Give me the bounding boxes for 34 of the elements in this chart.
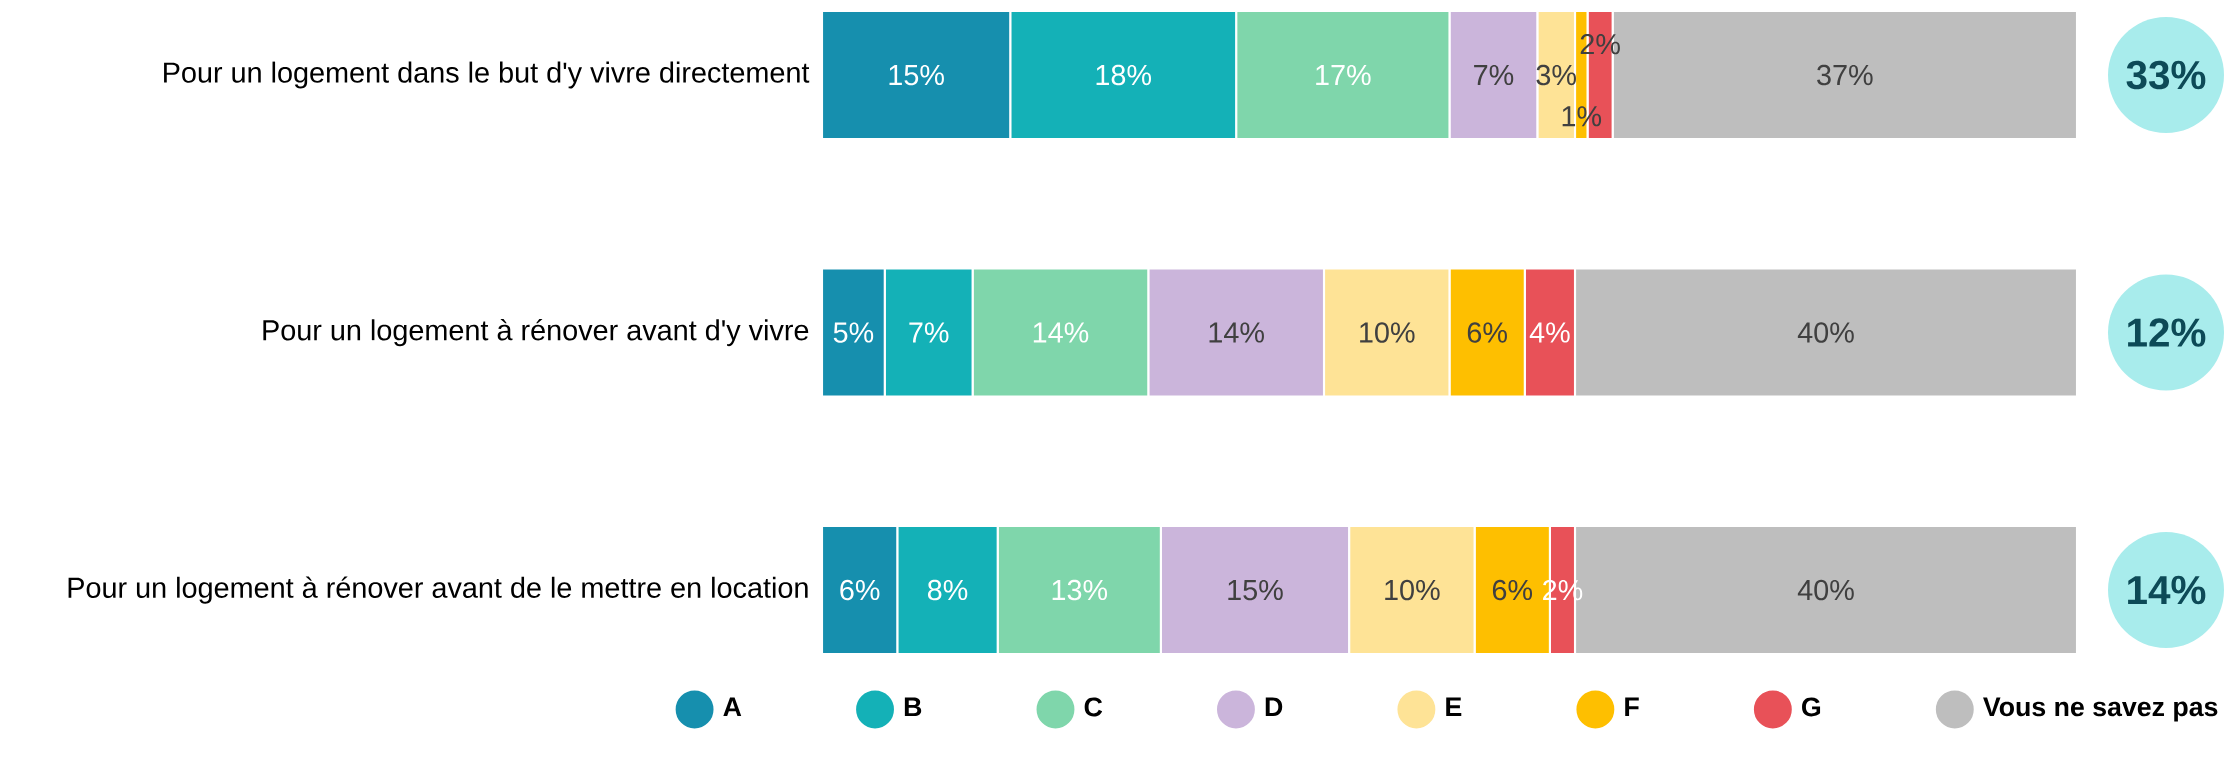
data-label: 4%	[1529, 322, 1570, 343]
data-label: 37%	[1817, 64, 1873, 86]
data-label: 7%	[909, 322, 949, 343]
data-label: 6%	[840, 579, 880, 601]
legend-label: A	[723, 697, 742, 717]
data-label: 40%	[1797, 322, 1854, 343]
legend-label: Vous ne savez pas	[1983, 697, 2218, 722]
data-label: 17%	[1316, 64, 1371, 86]
y-tick-label: Pour un logement à rénover avant de le mettre en location	[68, 576, 808, 604]
y-tick-label: Pour un logement dans le but d'y vivre directement	[164, 61, 810, 89]
legend-label: G	[1802, 697, 1821, 717]
data-label: 6%	[1467, 322, 1507, 343]
y-tick-label: Pour un logement à rénover avant d'y vivre	[263, 318, 809, 347]
data-label: 7%	[1474, 64, 1514, 86]
legend-label: F	[1625, 697, 1639, 717]
data-label: 18%	[1096, 64, 1151, 86]
data-label: 40%	[1797, 579, 1854, 601]
data-label: 8%	[927, 579, 968, 601]
data-label: 14%	[1033, 322, 1089, 343]
legend-label: E	[1446, 697, 1462, 717]
data-label: 10%	[1360, 322, 1415, 343]
data-label: 13%	[1052, 579, 1108, 601]
data-label: 10%	[1385, 579, 1440, 601]
data-label: 15%	[889, 64, 944, 86]
data-label: 14%	[1209, 322, 1264, 343]
legend-label: B	[904, 697, 922, 717]
text: 14%	[2128, 575, 2206, 605]
data-label: 5%	[833, 322, 874, 343]
data-label: 6%	[1492, 579, 1533, 601]
text: 12%	[2128, 318, 2206, 347]
text: 33%	[2126, 60, 2206, 90]
legend-label: C	[1084, 697, 1103, 717]
legend-label: D	[1265, 697, 1283, 717]
data-label: 15%	[1228, 579, 1283, 601]
